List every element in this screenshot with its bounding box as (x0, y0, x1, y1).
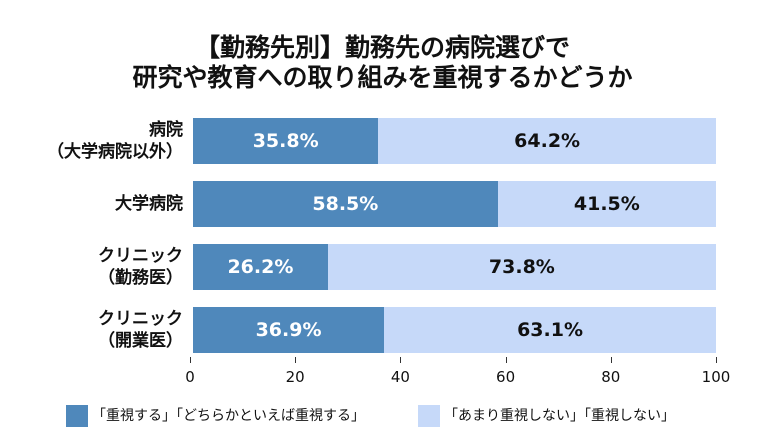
category-label-line: 病院 (149, 120, 183, 140)
bar-important (193, 181, 498, 227)
x-tick-label: 100 (701, 368, 731, 386)
data-label: 58.5% (312, 193, 379, 215)
x-tick (295, 357, 297, 363)
category-label-line: （大学病院以外） (47, 142, 183, 162)
x-tick-label: 0 (185, 368, 195, 386)
x-tick-label: 20 (285, 368, 305, 386)
x-tick (400, 357, 402, 363)
data-label: 26.2% (227, 256, 294, 278)
x-tick (190, 357, 191, 363)
x-tick (610, 357, 612, 363)
x-tick (716, 357, 717, 363)
legend-label-not-important: 「あまり重視しない」「重視しない」 (444, 408, 675, 424)
x-tick-label: 80 (601, 368, 621, 386)
chart-title-line-2: 研究や教育への取り組みを重視するかどうか (132, 63, 633, 92)
bar-important (193, 118, 379, 164)
category-label-line: （開業医） (98, 331, 183, 351)
category-label-line: クリニック (98, 309, 183, 329)
legend-label-important: 「重視する」「どちらかといえば重視する」 (92, 408, 365, 424)
data-label: 63.1% (517, 319, 583, 341)
bar-not-important (384, 307, 716, 353)
bar-important (193, 244, 328, 290)
data-label: 35.8% (252, 130, 319, 152)
bar-important (193, 307, 385, 353)
category-label: 病院 （大学病院以外） (47, 119, 183, 163)
bar-not-important (327, 244, 716, 290)
category-label: クリニック （開業医） (98, 308, 183, 352)
chart-title-line-1: 【勤務先別】勤務先の病院選びで (194, 33, 570, 62)
category-label: 大学病院 (115, 193, 183, 215)
category-label-line: クリニック (98, 246, 183, 266)
data-label: 64.2% (514, 130, 581, 152)
x-tick (505, 357, 507, 363)
data-label: 36.9% (255, 319, 322, 341)
data-label: 73.8% (488, 256, 555, 278)
category-label-line: 大学病院 (115, 194, 183, 214)
data-label: 41.5% (573, 193, 640, 215)
bar-not-important (497, 181, 716, 227)
category-label-line: （勤務医） (98, 268, 183, 288)
category-label: クリニック （勤務医） (98, 245, 183, 289)
legend-swatch-not-important (418, 405, 440, 427)
x-tick-label: 60 (496, 368, 516, 386)
legend-swatch-important (66, 405, 88, 427)
bar-not-important (378, 118, 716, 164)
x-tick-label: 40 (390, 368, 410, 386)
